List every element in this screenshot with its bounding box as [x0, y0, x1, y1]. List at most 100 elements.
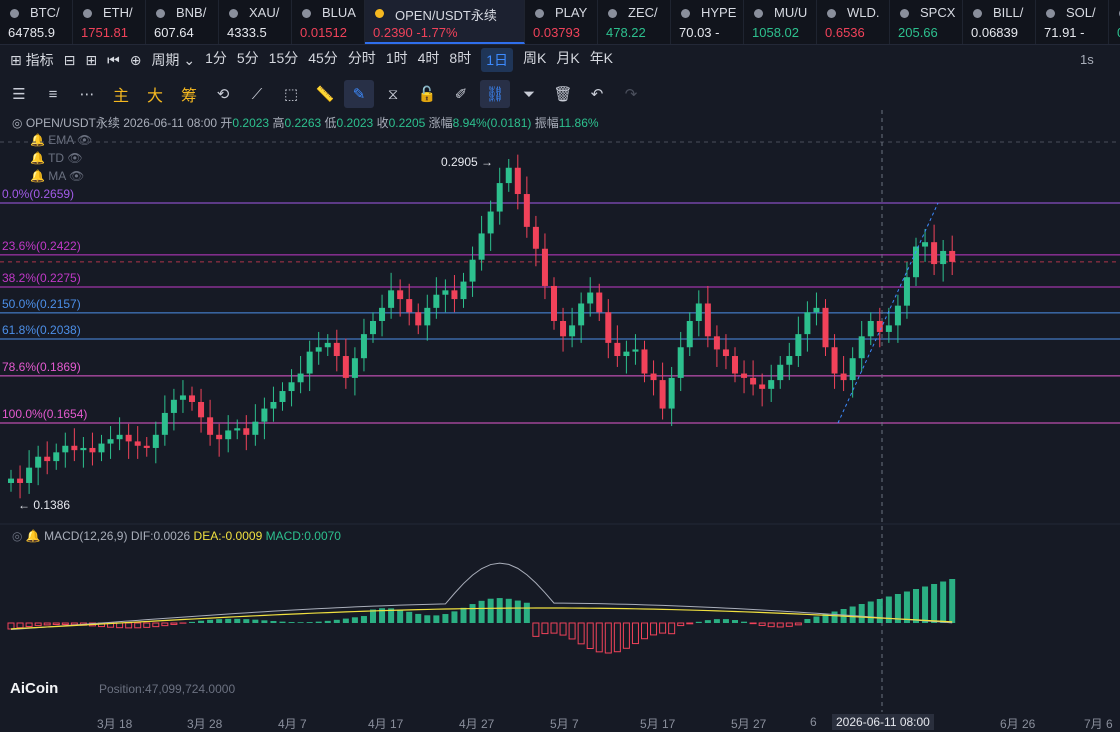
ticker-symbol: BTC/: [30, 5, 60, 20]
period-dropdown[interactable]: 周期 ⌄: [151, 50, 195, 70]
candle-body: [732, 356, 738, 374]
candle-body: [80, 448, 86, 450]
ticker-0[interactable]: BTC/64785.9: [0, 0, 73, 44]
indicator-ema[interactable]: 🔔 EMA 👁: [30, 133, 92, 147]
coin-icon: [1046, 9, 1055, 18]
ticker-1[interactable]: ETH/1751.81: [73, 0, 146, 44]
eye-icon[interactable]: ◎: [12, 116, 22, 130]
delete-icon[interactable]: 🗑: [548, 80, 578, 108]
macd-bar: [53, 623, 59, 625]
interval-6[interactable]: 4时: [418, 48, 440, 72]
candle-body: [343, 356, 349, 378]
change-value: 8.94%(0.0181): [453, 116, 532, 130]
big-order-button[interactable]: 大: [140, 80, 170, 108]
indicator-button[interactable]: ⊞ 指标: [10, 50, 54, 70]
dif-label: DIF:: [131, 529, 154, 543]
ticker-price: 607.64: [154, 25, 194, 40]
macd-bar: [632, 623, 638, 644]
macd-bar: [678, 623, 684, 626]
ticker-symbol: ZEC/: [628, 5, 658, 20]
macd-bar: [243, 619, 249, 623]
high-annotation: 0.2905 →: [441, 155, 493, 169]
fib-label: 0.0%(0.2659): [2, 187, 74, 201]
ticker-symbol: BNB/: [176, 5, 206, 20]
candle-body: [280, 391, 286, 402]
macd-bar: [750, 623, 756, 624]
interval-0[interactable]: 1分: [205, 48, 227, 72]
interval-1[interactable]: 5分: [237, 48, 259, 72]
ruler-icon[interactable]: 📏: [310, 80, 340, 108]
macd-eye-icon[interactable]: ◎ 🔔: [12, 529, 41, 543]
ticker-12[interactable]: BILL/0.06839: [963, 0, 1036, 44]
grid-icon[interactable]: ⊞: [85, 52, 97, 69]
lock-icon[interactable]: 🔓: [412, 80, 442, 108]
macd-bar: [442, 614, 448, 623]
candle-body: [26, 468, 32, 483]
ticker-14[interactable]: 70.02: [1109, 0, 1120, 44]
interval-3[interactable]: 45分: [308, 48, 338, 72]
interval-8[interactable]: 1日: [481, 48, 513, 72]
redo-icon[interactable]: ↷: [616, 80, 646, 108]
interval-2[interactable]: 15分: [269, 48, 299, 72]
macd-bar: [551, 623, 557, 633]
more-icon[interactable]: ⋯: [72, 80, 102, 108]
tool-icon[interactable]: ⟲: [208, 80, 238, 108]
undo-icon[interactable]: ↶: [582, 80, 612, 108]
filter-icon[interactable]: ⏷: [514, 80, 544, 108]
layout-icon[interactable]: ⊟: [64, 52, 76, 69]
macd-bar: [144, 623, 150, 627]
draw-icon[interactable]: ✎: [344, 80, 374, 108]
list-icon[interactable]: ☰: [4, 80, 34, 108]
macd-bar: [515, 601, 521, 623]
candle-body: [623, 352, 629, 356]
ticker-7[interactable]: ZEC/478.22: [598, 0, 671, 44]
date-label: 3月 18: [97, 715, 132, 732]
interval-10[interactable]: 月K: [556, 48, 579, 72]
ticker-13[interactable]: SOL/71.91 -: [1036, 0, 1109, 44]
indicator-td[interactable]: 🔔 TD 👁: [30, 151, 83, 165]
compare-icon[interactable]: ⊕: [130, 52, 142, 69]
ticker-price: 70.03 -: [679, 25, 719, 40]
macd-bar: [623, 623, 629, 648]
chip-button[interactable]: 筹: [174, 80, 204, 108]
macd-bar: [904, 592, 910, 624]
measure-icon[interactable]: ⧖: [378, 80, 408, 108]
candle-body: [35, 457, 41, 468]
candle-body: [388, 290, 394, 308]
ticker-symbol: ETH/: [103, 5, 133, 20]
refresh-interval[interactable]: 1s: [1080, 52, 1094, 67]
ticker-3[interactable]: XAU/4333.5: [219, 0, 292, 44]
menu-icon[interactable]: ≡: [38, 80, 68, 108]
interval-11[interactable]: 年K: [590, 48, 613, 72]
interval-7[interactable]: 8时: [449, 48, 471, 72]
candle-body: [651, 374, 657, 381]
indicator-ma[interactable]: 🔔 MA 👁: [30, 169, 84, 183]
candle-body: [108, 439, 114, 443]
macd-bar: [406, 612, 412, 623]
interval-9[interactable]: 周K: [523, 48, 546, 72]
ticker-2[interactable]: BNB/607.64: [146, 0, 219, 44]
fib-label: 38.2%(0.2275): [2, 271, 81, 285]
macd-bar: [108, 623, 114, 627]
edit-icon[interactable]: ✐: [446, 80, 476, 108]
line-tool-icon[interactable]: ⟋: [242, 80, 272, 108]
interval-5[interactable]: 1时: [386, 48, 408, 72]
main-chart-button[interactable]: 主: [106, 80, 136, 108]
coin-icon: [754, 9, 763, 18]
link-icon[interactable]: ⛓: [480, 80, 510, 108]
ticker-10[interactable]: WLD.0.6536: [817, 0, 890, 44]
macd-bar: [80, 623, 86, 625]
select-icon[interactable]: ⬚: [276, 80, 306, 108]
macd-bar: [841, 609, 847, 623]
candle-body: [949, 251, 955, 262]
prev-icon[interactable]: ⏮: [107, 52, 120, 69]
interval-4[interactable]: 分时: [348, 48, 376, 72]
candle-body: [759, 384, 765, 388]
